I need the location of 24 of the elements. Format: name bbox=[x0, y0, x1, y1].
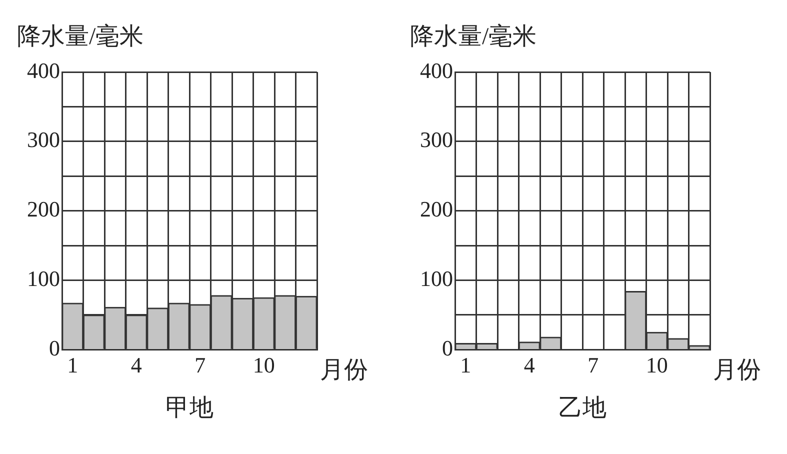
x-tick-label: 4 bbox=[130, 352, 142, 378]
x-axis-title: 月份 bbox=[320, 358, 368, 384]
y-tick-label: 300 bbox=[27, 127, 60, 152]
y-tick-label: 400 bbox=[420, 58, 453, 83]
y-tick-label: 300 bbox=[420, 127, 453, 152]
text: 乙地 bbox=[558, 396, 606, 422]
y-tick-label: 100 bbox=[420, 266, 453, 291]
x-tick-label: 7 bbox=[588, 352, 599, 378]
x-tick-label: 1 bbox=[460, 352, 472, 378]
y-axis-title: 降水量/毫米 bbox=[410, 23, 537, 50]
y-tick-label: 0 bbox=[442, 335, 453, 360]
y-tick-label: 100 bbox=[27, 266, 60, 291]
x-tick-label: 4 bbox=[524, 352, 535, 378]
x-tick-label: 7 bbox=[194, 352, 206, 378]
x-axis-title: 月份 bbox=[713, 358, 761, 384]
y-axis-title: 降水量/毫米 bbox=[17, 23, 144, 50]
y-tick-label: 200 bbox=[27, 196, 60, 222]
x-tick-label: 10 bbox=[252, 352, 275, 378]
y-tick-label: 0 bbox=[49, 335, 60, 360]
y-tick-label: 400 bbox=[27, 58, 60, 83]
x-tick-label: 1 bbox=[67, 352, 78, 378]
y-tick-label: 200 bbox=[420, 196, 453, 222]
x-tick-label: 10 bbox=[646, 352, 668, 378]
text: 甲地 bbox=[166, 396, 214, 422]
